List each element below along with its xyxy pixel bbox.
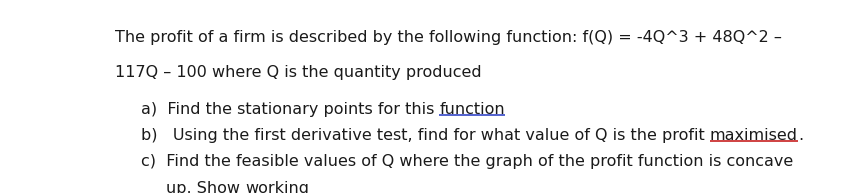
Text: working: working: [245, 181, 309, 193]
Text: function: function: [440, 102, 505, 117]
Text: a)  Find the stationary points for this: a) Find the stationary points for this: [141, 102, 440, 117]
Text: b)   Using the first derivative test, find for what value of Q is the profit: b) Using the first derivative test, find…: [141, 128, 710, 143]
Text: .: .: [798, 128, 803, 143]
Text: c)  Find the feasible values of Q where the graph of the profit function is conc: c) Find the feasible values of Q where t…: [141, 154, 793, 169]
Text: up. Show: up. Show: [166, 181, 245, 193]
Text: 117Q – 100 where Q is the quantity produced: 117Q – 100 where Q is the quantity produ…: [115, 65, 482, 80]
Text: The profit of a firm is described by the following function: f(Q) = -4Q^3 + 48Q^: The profit of a firm is described by the…: [115, 30, 782, 45]
Text: maximised: maximised: [710, 128, 798, 143]
